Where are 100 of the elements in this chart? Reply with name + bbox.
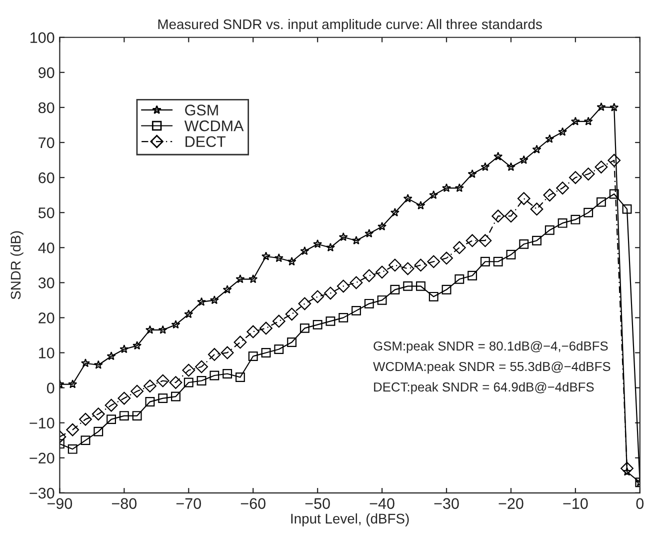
point (326, 316, 336, 326)
point (506, 162, 516, 171)
point (416, 281, 426, 291)
x-tick-label: −70 (176, 498, 202, 509)
x-tick-label: 0 (636, 498, 644, 509)
point (338, 232, 348, 242)
point (68, 380, 78, 388)
y-tick-label: 80 (38, 102, 54, 114)
point (622, 204, 632, 214)
point (68, 444, 78, 454)
point (620, 462, 634, 475)
point (248, 274, 258, 284)
point (558, 218, 568, 228)
point (261, 252, 271, 260)
point (594, 160, 608, 174)
x-tick-label: −30 (434, 498, 459, 509)
point (287, 337, 297, 347)
point (442, 183, 452, 192)
point (569, 171, 582, 184)
y-tick-label: 100 (30, 32, 54, 44)
x-tick-label: −20 (498, 498, 524, 509)
point (222, 369, 232, 378)
point (338, 312, 348, 322)
point (390, 284, 400, 294)
point (171, 392, 180, 402)
x-tick-label: −10 (563, 498, 588, 509)
point (545, 134, 554, 143)
point (364, 298, 374, 308)
point (158, 325, 168, 334)
x-tick-label: −90 (48, 498, 72, 509)
point (184, 378, 194, 388)
point (494, 152, 503, 160)
y-tick-label: 0 (46, 382, 54, 394)
point (466, 234, 479, 248)
y-tick-label: 20 (38, 312, 54, 324)
point (234, 336, 247, 349)
point (94, 360, 103, 369)
point (222, 284, 232, 294)
point (145, 397, 155, 407)
point (532, 144, 542, 154)
point (506, 250, 516, 260)
point (403, 281, 413, 291)
x-axis-title: Input Level, (dBFS) (291, 513, 409, 526)
point (517, 192, 530, 206)
point (442, 284, 452, 294)
point (440, 252, 453, 265)
annotation: GSM:peak SNDR = 80.1dB@−4,−6dBFS (374, 341, 608, 354)
point (492, 210, 505, 223)
legend-label: DECT (186, 136, 226, 148)
point (610, 102, 619, 112)
point (468, 270, 478, 280)
point (236, 274, 245, 284)
point (208, 348, 221, 361)
point (197, 297, 206, 306)
point (401, 262, 414, 276)
point (300, 323, 310, 333)
point (596, 102, 606, 112)
y-tick-label: 40 (38, 242, 54, 254)
point (596, 197, 606, 207)
point (427, 255, 440, 268)
point (132, 411, 142, 421)
point (352, 306, 361, 316)
point (570, 214, 580, 224)
point (261, 348, 271, 358)
point (377, 295, 387, 305)
point (584, 116, 593, 126)
annotation: DECT:peak SNDR = 64.9dB@−4dBFS (374, 382, 594, 394)
point (285, 308, 298, 321)
point (609, 189, 619, 199)
point (429, 190, 438, 199)
point (416, 200, 426, 210)
chart-title: Measured SNDR vs. input amplitude curve: All three standards (158, 18, 542, 32)
legend-label: WCDMA (184, 120, 244, 132)
point (388, 258, 402, 272)
annotation: WCDMA:peak SNDR = 55.3dB@−4dBFS (373, 362, 610, 374)
point (287, 256, 296, 266)
point (274, 253, 284, 262)
point (169, 376, 182, 389)
point (350, 276, 363, 290)
point (478, 234, 492, 248)
point (336, 280, 350, 293)
point (414, 258, 428, 272)
point (210, 295, 219, 304)
point (195, 360, 208, 374)
point (544, 225, 554, 235)
point (313, 239, 322, 248)
point (118, 392, 131, 405)
point (312, 320, 322, 330)
point (570, 116, 580, 126)
point (246, 325, 260, 338)
point (156, 374, 170, 388)
point (130, 384, 144, 398)
y-tick-label: −20 (30, 452, 54, 464)
point (519, 155, 528, 164)
point (352, 236, 361, 245)
legend-label: GSM (185, 104, 218, 116)
point (584, 208, 594, 218)
point (480, 162, 490, 171)
point (80, 358, 90, 368)
point (454, 183, 464, 192)
